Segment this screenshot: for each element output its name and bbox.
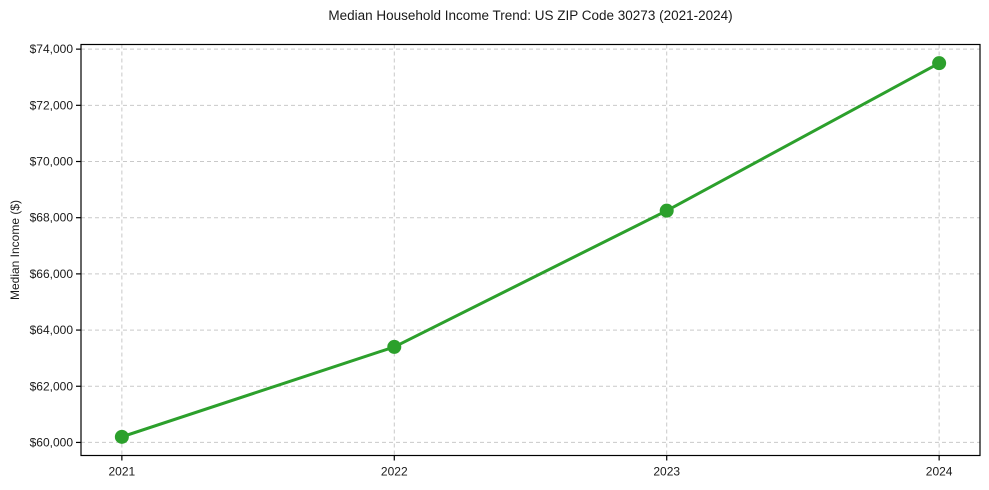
y-tick-label: $62,000 (30, 379, 74, 393)
y-tick-label: $66,000 (30, 267, 74, 281)
y-tick-label: $70,000 (30, 155, 74, 169)
data-point-2024 (932, 56, 947, 71)
plot-border (80, 43, 981, 457)
y-tick-label: $68,000 (30, 211, 74, 225)
chart-title: Median Household Income Trend: US ZIP Co… (328, 8, 733, 23)
data-point-2021 (114, 429, 129, 444)
data-point-2023 (659, 203, 674, 218)
y-tick-label: $64,000 (30, 323, 74, 337)
x-tick-label: 2021 (109, 465, 136, 479)
data-point-2022 (387, 339, 402, 354)
x-tick-label: 2023 (653, 465, 680, 479)
y-tick-label: $60,000 (30, 435, 74, 449)
trend-line (120, 61, 941, 439)
y-tick-label: $74,000 (30, 42, 74, 56)
x-tick-label: 2022 (381, 465, 408, 479)
x-tick-label: 2024 (926, 465, 953, 479)
y-tick-label: $72,000 (30, 98, 74, 112)
